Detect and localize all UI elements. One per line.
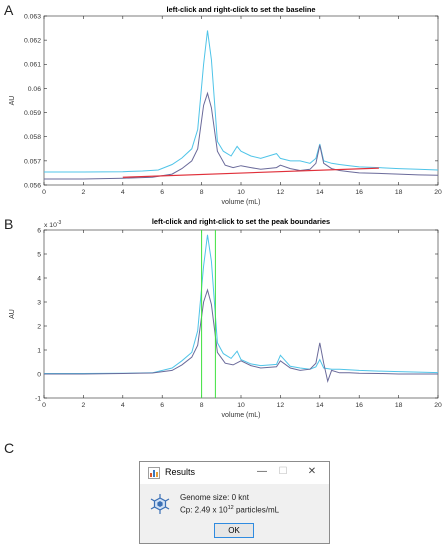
x-tick-label: 12 bbox=[277, 402, 285, 409]
y-tick-label: 0.063 bbox=[24, 13, 41, 20]
x-tick-label: 2 bbox=[82, 189, 86, 196]
chart-title: left-click and right-click to set the ba… bbox=[166, 5, 315, 14]
cp-exponent: 12 bbox=[227, 505, 234, 511]
series-line-1 bbox=[44, 234, 439, 374]
series-line-2 bbox=[44, 288, 438, 383]
panel-label-c: C bbox=[4, 440, 15, 456]
y-tick-label: 0.056 bbox=[24, 182, 41, 189]
chart-1: left-click and right-click to set the ba… bbox=[9, 5, 442, 206]
plot-area bbox=[43, 229, 439, 399]
x-tick-label: 14 bbox=[316, 189, 324, 196]
cp-prefix: Cp: 2.49 x 10 bbox=[180, 505, 228, 515]
x-tick-label: 8 bbox=[200, 189, 204, 196]
y-axis-label: AU bbox=[9, 96, 16, 106]
chart-title: left-click and right-click to set the pe… bbox=[152, 217, 330, 226]
dialog-titlebar[interactable]: Results — ☐ ✕ bbox=[140, 462, 329, 484]
virus-icon bbox=[150, 494, 170, 514]
x-tick-label: 16 bbox=[355, 189, 363, 196]
cp-suffix: particles/mL bbox=[233, 505, 280, 515]
x-tick-label: 16 bbox=[355, 402, 363, 409]
x-tick-label: 10 bbox=[237, 189, 245, 196]
genome-size-text: Genome size: 0 knt bbox=[180, 493, 249, 502]
x-tick-label: 12 bbox=[277, 189, 285, 196]
series-line-2 bbox=[44, 91, 439, 180]
y-tick-label: 0 bbox=[37, 371, 41, 378]
y-exponent-label: x 10-3 bbox=[44, 220, 62, 229]
y-exponent-power: -3 bbox=[57, 220, 62, 226]
x-tick-label: 6 bbox=[160, 189, 164, 196]
x-tick-label: 4 bbox=[121, 189, 125, 196]
y-axis-label: AU bbox=[9, 309, 16, 319]
x-tick-label: 0 bbox=[42, 402, 46, 409]
x-tick-label: 6 bbox=[160, 402, 164, 409]
y-tick-label: 2 bbox=[37, 323, 41, 330]
x-tick-label: 18 bbox=[395, 402, 403, 409]
y-tick-label: 6 bbox=[37, 227, 41, 234]
capsid-concentration-text: Cp: 2.49 x 1012 particles/mL bbox=[180, 505, 279, 515]
minimize-button[interactable]: — bbox=[257, 466, 267, 477]
y-tick-label: 0.057 bbox=[24, 158, 41, 165]
x-tick-label: 0 bbox=[42, 189, 46, 196]
x-tick-label: 20 bbox=[434, 189, 442, 196]
x-tick-label: 8 bbox=[200, 402, 204, 409]
close-button[interactable]: ✕ bbox=[307, 466, 317, 477]
x-tick-label: 14 bbox=[316, 402, 324, 409]
y-tick-label: 4 bbox=[37, 275, 41, 282]
chart-2: left-click and right-click to set the pe… bbox=[9, 217, 442, 419]
x-axis-label: volume (mL) bbox=[222, 412, 261, 419]
chromatogram-figure[interactable]: left-click and right-click to set the ba… bbox=[0, 0, 446, 440]
y-tick-label: 1 bbox=[37, 347, 41, 354]
maximize-button[interactable]: ☐ bbox=[278, 466, 288, 477]
x-axis-label: volume (mL) bbox=[222, 199, 261, 206]
baseline-line bbox=[122, 167, 379, 178]
x-tick-label: 18 bbox=[395, 189, 403, 196]
x-tick-label: 20 bbox=[434, 402, 442, 409]
ok-button[interactable]: OK bbox=[214, 523, 254, 538]
x-tick-label: 4 bbox=[121, 402, 125, 409]
y-tick-label: 0.061 bbox=[24, 62, 41, 69]
series-line-1 bbox=[44, 30, 439, 173]
panel-label-b: B bbox=[4, 216, 14, 232]
matlab-app-icon bbox=[148, 467, 160, 479]
x-tick-label: 10 bbox=[237, 402, 245, 409]
x-tick-label: 2 bbox=[82, 402, 86, 409]
y-tick-label: -1 bbox=[35, 395, 41, 402]
panel-label-a: A bbox=[4, 2, 14, 18]
y-tick-label: 0.06 bbox=[28, 86, 41, 93]
y-tick-label: 0.062 bbox=[24, 38, 41, 45]
y-tick-label: 5 bbox=[37, 251, 41, 258]
y-tick-label: 0.058 bbox=[24, 134, 41, 141]
dialog-title: Results bbox=[165, 467, 196, 477]
results-dialog: Results — ☐ ✕ Genome size: 0 knt Cp: 2.4… bbox=[139, 461, 330, 544]
y-tick-label: 0.059 bbox=[24, 110, 41, 117]
y-tick-label: 3 bbox=[37, 299, 41, 306]
plot-area bbox=[43, 15, 439, 186]
